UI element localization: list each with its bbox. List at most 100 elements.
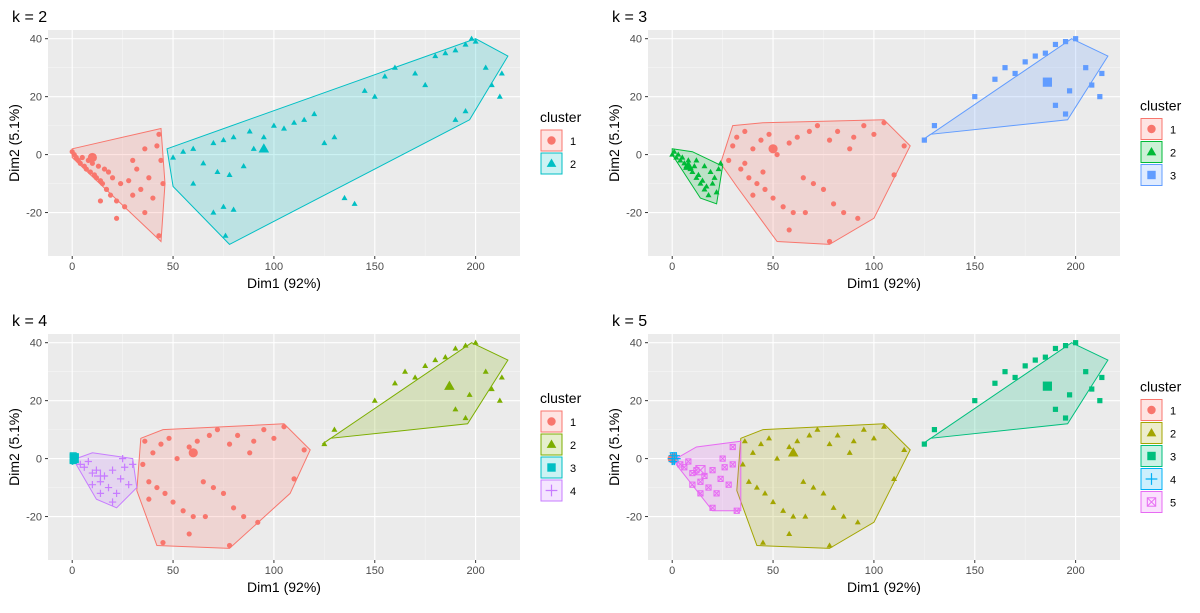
panel-4: k = 5 0 50 100 150 200 -20 0 20 40 Dim1 (92%) Dim2 … (606, 313, 1182, 595)
panel-2-cluster-2-point (671, 148, 678, 154)
panel-1-cluster-2-point (321, 139, 328, 146)
panel-2-cluster-1-point (758, 137, 764, 143)
panel-2-cluster-2-point (705, 192, 712, 198)
panel-3-cluster-1-point (301, 447, 307, 453)
panel-4-cluster-5-point-cross (705, 484, 712, 491)
panel-2-cluster-1-point (830, 201, 837, 207)
panel-3-cluster-1-point (247, 450, 253, 456)
panel-1-cluster-2-point (250, 145, 257, 151)
panel-2-cluster-1-point (734, 134, 740, 140)
panel-3-cluster-2-point (466, 391, 473, 397)
panel-4-cluster-3-point (1052, 345, 1059, 352)
panel-1-cluster-2-point (442, 50, 449, 56)
panel-2-cluster-2-point (701, 163, 708, 169)
panel-3-cluster-1-point (220, 490, 227, 496)
panel-2-cluster-3-point (1073, 36, 1079, 42)
panel-2-cluster-3-point (1012, 70, 1018, 77)
panel-1-cluster-1-point (113, 215, 120, 221)
panel-2-cluster-2-point (685, 157, 692, 163)
panel-1-cluster-2-point (488, 81, 495, 88)
panel-3-legend: cluster 1 2 3 4 (540, 390, 582, 502)
panel-2-cluster-1-point (742, 128, 748, 135)
panel-2-cluster-1-point (901, 143, 907, 149)
panel-4-cluster-5-point (725, 481, 732, 488)
panel-4-legend-marker-5 (1146, 497, 1157, 507)
panel-1-cluster-2-point (371, 93, 378, 99)
panel-1-cluster-2-point (381, 73, 388, 79)
panel-4-cluster-2-point (745, 478, 752, 484)
panel-2-cluster-1-point (726, 157, 732, 163)
panel-3-legend-label-3: 3 (570, 463, 576, 475)
panel-1-cluster-1-point (130, 192, 136, 198)
panel-2-cluster-2-point (707, 168, 714, 175)
panel-4-cluster-2-point (759, 539, 766, 545)
panel-4-cluster-2-point (860, 426, 867, 432)
panel-4-legend-marker-2 (1146, 427, 1157, 437)
panel-3-cluster-1-points (140, 424, 307, 549)
panel-4-legend-label-5: 5 (1170, 498, 1176, 510)
panel-3-cluster-1-point (281, 424, 287, 430)
panel-4-cluster-5-point-box (725, 481, 732, 488)
panel-2-cluster-2-point (717, 160, 724, 166)
panel-2-cluster-3-point (1032, 53, 1038, 59)
panel-4-cluster-5-point-box (709, 504, 716, 511)
panel-4-plot-area (667, 340, 1109, 549)
panel-1-cluster-2-point (220, 203, 227, 209)
panel-2-cluster-1-point (786, 140, 792, 146)
panel-4-tick-label-y: 0 (636, 454, 642, 466)
panel-2-cluster-3-point (1002, 65, 1008, 71)
panel-4-cluster-5-center-cross (695, 465, 706, 476)
panel-4-cluster-2-point (770, 498, 777, 505)
panel-1-cluster-1-point (107, 192, 114, 198)
panel-4-cluster-2-point (757, 440, 764, 447)
panel-1-cluster-1-point (93, 175, 100, 181)
panel-2-tick-label-x: 100 (865, 261, 883, 273)
panel-4-cluster-3-point (1089, 386, 1095, 392)
panel-2-cluster-1-point (780, 204, 786, 210)
panel-2-cluster-1-point (738, 166, 744, 172)
panel-3-cluster-1-point (186, 444, 192, 450)
panel-2-cluster-3-point (921, 137, 927, 143)
panel-2-cluster-2-point (695, 171, 702, 177)
panel-3-cluster-1-point (190, 513, 196, 520)
panel-3-legend-marker-3 (547, 463, 556, 472)
panel-1-cluster-2-point (210, 209, 217, 215)
panel-3-cluster-1-point (271, 435, 277, 441)
panel-3-cluster-1-point (186, 531, 192, 537)
panel-2-cluster-2-point (693, 157, 700, 163)
panel-2-legend-marker-1 (1147, 124, 1156, 134)
panel-3-cluster-1-point (170, 499, 176, 505)
panel-1-cluster-1-point (95, 163, 102, 169)
panel-4-cluster-3-point (1052, 406, 1059, 412)
panel-2-cluster-3-point (1052, 102, 1059, 108)
panel-4-cluster-2-point (840, 513, 847, 519)
panel-2-legend-label-3: 3 (1170, 171, 1176, 183)
panel-4-cluster-2-point (766, 435, 773, 441)
panel-1-cluster-2-point (170, 154, 177, 160)
panel-1-cluster-1-point (87, 169, 93, 175)
panel-3-cluster-1-point (206, 432, 212, 439)
panel-3-cluster-4-point (84, 457, 92, 466)
panel-4-cluster-5-point (717, 475, 724, 482)
panel-3-cluster-1-point (154, 484, 160, 491)
panel-1-cluster-1-point (118, 180, 124, 187)
panel-3-cluster-4-point (104, 483, 113, 492)
panel-2-cluster-1-point (762, 186, 768, 192)
panel-3-tick-label-x: 200 (466, 565, 484, 577)
panel-1-cluster-1-points (69, 131, 166, 239)
panel-4-cluster-3-point (1042, 354, 1048, 360)
panel-3-cluster-1-point (180, 508, 186, 514)
panel-4-cluster-5-point-cross (729, 461, 736, 468)
panel-2-cluster-3-point (1022, 59, 1028, 65)
panel-2-tick-label-y: 20 (630, 92, 642, 104)
panel-1-cluster-1-point (156, 233, 162, 239)
panel-4-cluster-2-center (787, 447, 799, 457)
panel-4-cluster-5-point-box (709, 467, 716, 474)
panel-1-tick-label-x: 200 (466, 261, 484, 273)
panel-2-cluster-1-point (742, 160, 748, 166)
panel-2-cluster-1-point (855, 215, 861, 221)
panel-3-cluster-1-point (291, 476, 297, 482)
panel-4-cluster-5-point-box (697, 490, 704, 497)
panel-2-cluster-2-point (711, 174, 718, 180)
